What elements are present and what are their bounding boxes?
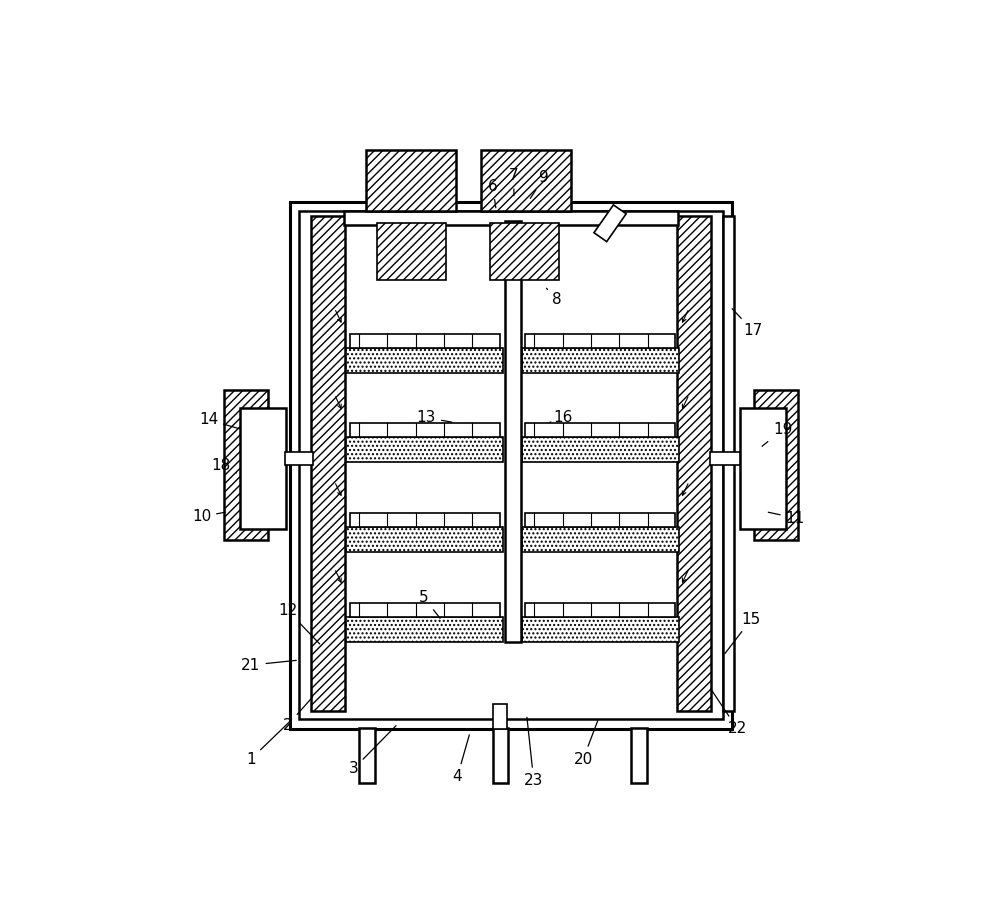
Bar xyxy=(522,527,679,552)
Bar xyxy=(525,423,675,438)
Bar xyxy=(522,438,679,462)
Bar xyxy=(481,151,571,210)
Bar xyxy=(525,603,675,617)
Bar xyxy=(346,527,503,552)
Bar xyxy=(710,453,740,465)
Bar xyxy=(677,217,711,711)
Text: 10: 10 xyxy=(192,509,226,524)
Bar xyxy=(240,408,286,530)
Bar xyxy=(366,151,456,210)
Bar xyxy=(594,205,626,241)
Text: 22: 22 xyxy=(712,690,747,736)
Text: 21: 21 xyxy=(241,657,296,673)
Bar xyxy=(522,617,679,642)
Text: 2: 2 xyxy=(283,697,313,733)
Bar xyxy=(754,390,798,540)
Bar xyxy=(350,603,500,617)
Bar xyxy=(344,210,678,225)
Text: 1: 1 xyxy=(246,720,291,767)
Text: 16: 16 xyxy=(549,410,573,425)
Bar xyxy=(350,423,500,438)
Bar xyxy=(493,704,507,729)
Bar xyxy=(350,513,500,527)
Text: 13: 13 xyxy=(417,410,452,425)
Text: 15: 15 xyxy=(725,611,761,654)
Text: 12: 12 xyxy=(278,603,320,644)
Text: 11: 11 xyxy=(768,510,805,525)
Bar xyxy=(525,334,675,348)
Bar xyxy=(350,334,500,348)
Bar xyxy=(505,221,521,642)
Bar xyxy=(290,202,732,729)
Bar xyxy=(285,453,313,465)
Text: 14: 14 xyxy=(199,412,240,429)
Bar xyxy=(493,728,508,783)
Text: 23: 23 xyxy=(524,717,543,788)
Bar xyxy=(522,348,679,373)
Bar xyxy=(723,217,734,711)
Bar xyxy=(311,217,345,711)
Bar xyxy=(299,210,723,720)
Text: 3: 3 xyxy=(349,726,396,777)
Text: 5: 5 xyxy=(419,590,440,619)
Text: 17: 17 xyxy=(732,308,762,338)
Text: 9: 9 xyxy=(530,170,549,198)
Text: 8: 8 xyxy=(546,288,562,308)
Bar xyxy=(346,438,503,462)
Text: 18: 18 xyxy=(212,457,236,473)
Bar xyxy=(377,223,446,280)
Bar xyxy=(346,617,503,642)
Bar xyxy=(525,513,675,527)
Text: 19: 19 xyxy=(762,422,792,446)
Bar xyxy=(224,390,268,540)
Text: 6: 6 xyxy=(488,179,498,207)
Text: 20: 20 xyxy=(574,721,598,767)
Bar xyxy=(740,408,786,530)
Bar xyxy=(631,728,647,783)
Bar xyxy=(346,348,503,373)
Bar xyxy=(490,223,559,280)
Text: 4: 4 xyxy=(453,735,469,784)
Bar xyxy=(359,728,375,783)
Text: 7: 7 xyxy=(509,168,519,196)
